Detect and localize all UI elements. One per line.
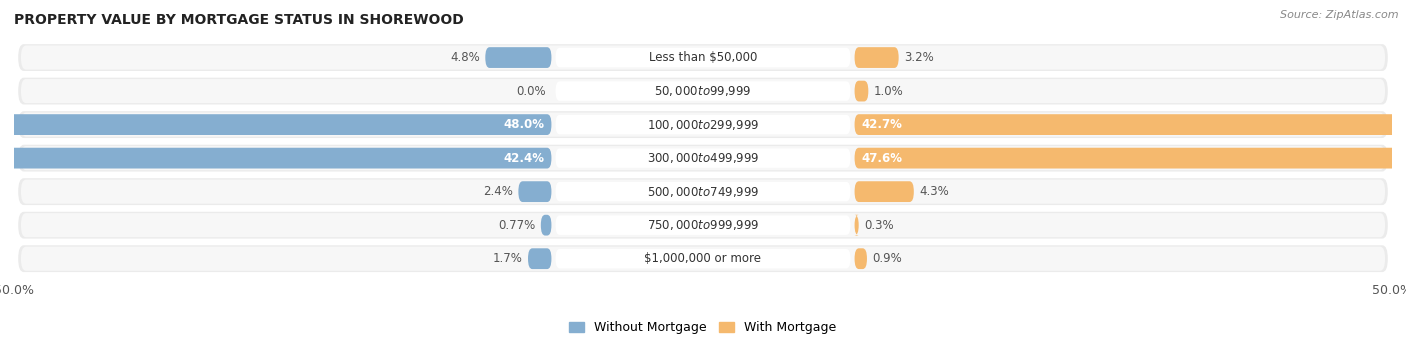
Text: $300,000 to $499,999: $300,000 to $499,999 [647, 151, 759, 165]
Text: 0.77%: 0.77% [498, 219, 536, 232]
FancyBboxPatch shape [21, 213, 1385, 237]
FancyBboxPatch shape [18, 245, 1388, 272]
FancyBboxPatch shape [21, 246, 1385, 271]
FancyBboxPatch shape [21, 146, 1385, 170]
FancyBboxPatch shape [18, 44, 1388, 71]
FancyBboxPatch shape [855, 114, 1406, 135]
FancyBboxPatch shape [555, 48, 851, 67]
Text: Less than $50,000: Less than $50,000 [648, 51, 758, 64]
Text: 0.3%: 0.3% [865, 219, 894, 232]
FancyBboxPatch shape [519, 181, 551, 202]
Text: 4.8%: 4.8% [450, 51, 479, 64]
FancyBboxPatch shape [541, 215, 551, 236]
FancyBboxPatch shape [485, 47, 551, 68]
FancyBboxPatch shape [555, 216, 851, 235]
Text: 4.3%: 4.3% [920, 185, 949, 198]
Text: 0.9%: 0.9% [873, 252, 903, 265]
FancyBboxPatch shape [21, 46, 1385, 70]
Text: $500,000 to $749,999: $500,000 to $749,999 [647, 185, 759, 199]
Text: $750,000 to $999,999: $750,000 to $999,999 [647, 218, 759, 232]
Text: 3.2%: 3.2% [904, 51, 934, 64]
FancyBboxPatch shape [18, 145, 1388, 172]
Text: $1,000,000 or more: $1,000,000 or more [644, 252, 762, 265]
FancyBboxPatch shape [855, 215, 859, 236]
FancyBboxPatch shape [21, 180, 1385, 204]
FancyBboxPatch shape [21, 113, 1385, 137]
Text: 42.7%: 42.7% [862, 118, 903, 131]
Text: 0.0%: 0.0% [516, 85, 546, 98]
FancyBboxPatch shape [0, 114, 551, 135]
Text: $100,000 to $299,999: $100,000 to $299,999 [647, 118, 759, 132]
FancyBboxPatch shape [555, 182, 851, 201]
FancyBboxPatch shape [855, 47, 898, 68]
Text: PROPERTY VALUE BY MORTGAGE STATUS IN SHOREWOOD: PROPERTY VALUE BY MORTGAGE STATUS IN SHO… [14, 13, 464, 27]
FancyBboxPatch shape [555, 148, 851, 168]
Text: Source: ZipAtlas.com: Source: ZipAtlas.com [1281, 10, 1399, 20]
FancyBboxPatch shape [855, 181, 914, 202]
Text: $50,000 to $99,999: $50,000 to $99,999 [654, 84, 752, 98]
Text: 1.7%: 1.7% [492, 252, 523, 265]
Legend: Without Mortgage, With Mortgage: Without Mortgage, With Mortgage [564, 316, 842, 339]
FancyBboxPatch shape [855, 248, 868, 269]
FancyBboxPatch shape [0, 148, 551, 169]
Text: 42.4%: 42.4% [503, 152, 544, 165]
FancyBboxPatch shape [18, 78, 1388, 104]
FancyBboxPatch shape [18, 178, 1388, 205]
FancyBboxPatch shape [21, 79, 1385, 103]
FancyBboxPatch shape [555, 249, 851, 268]
Text: 2.4%: 2.4% [484, 185, 513, 198]
FancyBboxPatch shape [529, 248, 551, 269]
FancyBboxPatch shape [555, 115, 851, 134]
FancyBboxPatch shape [18, 212, 1388, 239]
FancyBboxPatch shape [855, 81, 869, 101]
Text: 1.0%: 1.0% [875, 85, 904, 98]
FancyBboxPatch shape [855, 148, 1406, 169]
FancyBboxPatch shape [18, 111, 1388, 138]
FancyBboxPatch shape [555, 81, 851, 101]
Text: 48.0%: 48.0% [503, 118, 544, 131]
Text: 47.6%: 47.6% [862, 152, 903, 165]
